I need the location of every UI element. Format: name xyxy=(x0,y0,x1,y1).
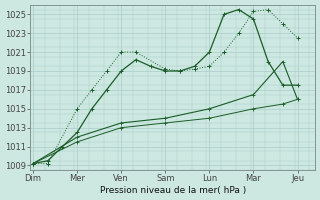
X-axis label: Pression niveau de la mer( hPa ): Pression niveau de la mer( hPa ) xyxy=(100,186,246,195)
